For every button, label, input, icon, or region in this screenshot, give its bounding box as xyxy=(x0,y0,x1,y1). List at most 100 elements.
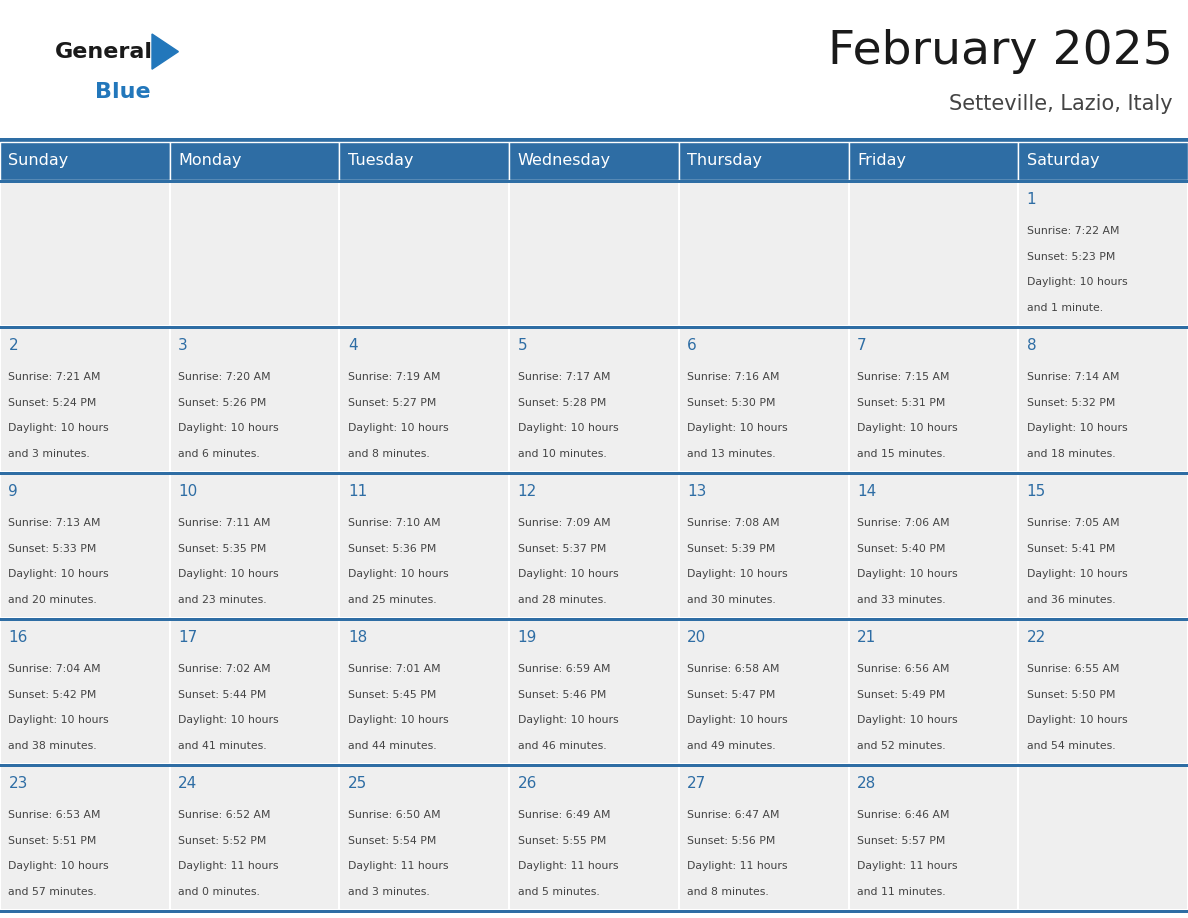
Bar xyxy=(0,180,1188,183)
Text: Daylight: 10 hours: Daylight: 10 hours xyxy=(8,715,109,725)
Text: Sunrise: 6:59 AM: Sunrise: 6:59 AM xyxy=(518,664,611,674)
Bar xyxy=(170,326,340,472)
Text: Daylight: 10 hours: Daylight: 10 hours xyxy=(8,569,109,579)
Bar xyxy=(510,618,678,764)
Bar xyxy=(510,180,678,326)
Text: Sunset: 5:51 PM: Sunset: 5:51 PM xyxy=(8,835,97,845)
Text: 14: 14 xyxy=(857,484,877,499)
Text: 5: 5 xyxy=(518,338,527,353)
Text: and 10 minutes.: and 10 minutes. xyxy=(518,449,606,459)
Text: Sunrise: 7:10 AM: Sunrise: 7:10 AM xyxy=(348,518,441,528)
Text: Sunrise: 7:09 AM: Sunrise: 7:09 AM xyxy=(518,518,611,528)
Text: Daylight: 10 hours: Daylight: 10 hours xyxy=(348,569,449,579)
Text: Sunset: 5:40 PM: Sunset: 5:40 PM xyxy=(857,543,946,554)
Bar xyxy=(848,618,1018,764)
Text: 2: 2 xyxy=(8,338,18,353)
Text: and 5 minutes.: and 5 minutes. xyxy=(518,887,600,897)
Text: Daylight: 10 hours: Daylight: 10 hours xyxy=(857,715,958,725)
Bar xyxy=(170,764,340,910)
Text: Daylight: 10 hours: Daylight: 10 hours xyxy=(1026,715,1127,725)
Text: Tuesday: Tuesday xyxy=(348,153,413,169)
Text: 22: 22 xyxy=(1026,630,1045,645)
Text: Daylight: 11 hours: Daylight: 11 hours xyxy=(518,861,618,871)
Text: 18: 18 xyxy=(348,630,367,645)
Text: 9: 9 xyxy=(8,484,18,499)
Text: Sunrise: 7:15 AM: Sunrise: 7:15 AM xyxy=(857,372,949,382)
Bar xyxy=(340,142,510,180)
Text: Sunrise: 7:13 AM: Sunrise: 7:13 AM xyxy=(8,518,101,528)
Text: Daylight: 10 hours: Daylight: 10 hours xyxy=(178,569,279,579)
Bar xyxy=(170,472,340,618)
Text: Sunrise: 7:01 AM: Sunrise: 7:01 AM xyxy=(348,664,441,674)
Text: Daylight: 11 hours: Daylight: 11 hours xyxy=(178,861,279,871)
Bar xyxy=(510,764,678,910)
Text: and 36 minutes.: and 36 minutes. xyxy=(1026,595,1116,605)
Text: Daylight: 10 hours: Daylight: 10 hours xyxy=(1026,423,1127,433)
Text: Daylight: 11 hours: Daylight: 11 hours xyxy=(857,861,958,871)
Text: Sunset: 5:39 PM: Sunset: 5:39 PM xyxy=(688,543,776,554)
Text: and 15 minutes.: and 15 minutes. xyxy=(857,449,946,459)
Bar xyxy=(0,618,1188,621)
Bar xyxy=(0,764,1188,767)
Text: and 18 minutes.: and 18 minutes. xyxy=(1026,449,1116,459)
Bar xyxy=(510,472,678,618)
Text: and 44 minutes.: and 44 minutes. xyxy=(348,741,436,751)
Text: Sunset: 5:54 PM: Sunset: 5:54 PM xyxy=(348,835,436,845)
Text: and 28 minutes.: and 28 minutes. xyxy=(518,595,606,605)
Bar xyxy=(0,326,170,472)
Text: and 13 minutes.: and 13 minutes. xyxy=(688,449,776,459)
Text: Sunrise: 7:20 AM: Sunrise: 7:20 AM xyxy=(178,372,271,382)
Bar xyxy=(340,472,510,618)
Text: Daylight: 10 hours: Daylight: 10 hours xyxy=(688,423,788,433)
Text: Sunset: 5:49 PM: Sunset: 5:49 PM xyxy=(857,689,946,700)
Bar xyxy=(0,326,1188,329)
Text: 25: 25 xyxy=(348,776,367,791)
Text: 24: 24 xyxy=(178,776,197,791)
Text: Daylight: 10 hours: Daylight: 10 hours xyxy=(688,715,788,725)
Bar xyxy=(340,180,510,326)
Text: Sunset: 5:33 PM: Sunset: 5:33 PM xyxy=(8,543,97,554)
Text: Sunrise: 7:22 AM: Sunrise: 7:22 AM xyxy=(1026,226,1119,236)
Text: 4: 4 xyxy=(348,338,358,353)
Text: Sunrise: 6:46 AM: Sunrise: 6:46 AM xyxy=(857,810,949,820)
Text: Daylight: 10 hours: Daylight: 10 hours xyxy=(518,423,618,433)
Text: 11: 11 xyxy=(348,484,367,499)
Text: Sunset: 5:36 PM: Sunset: 5:36 PM xyxy=(348,543,436,554)
Text: Daylight: 10 hours: Daylight: 10 hours xyxy=(178,715,279,725)
Text: 23: 23 xyxy=(8,776,27,791)
Text: Sunset: 5:35 PM: Sunset: 5:35 PM xyxy=(178,543,266,554)
Text: and 8 minutes.: and 8 minutes. xyxy=(688,887,769,897)
Text: and 25 minutes.: and 25 minutes. xyxy=(348,595,436,605)
Text: 13: 13 xyxy=(688,484,707,499)
Text: 8: 8 xyxy=(1026,338,1036,353)
Text: Sunset: 5:24 PM: Sunset: 5:24 PM xyxy=(8,397,97,408)
Text: Daylight: 10 hours: Daylight: 10 hours xyxy=(857,423,958,433)
Text: and 8 minutes.: and 8 minutes. xyxy=(348,449,430,459)
Text: Monday: Monday xyxy=(178,153,241,169)
Text: Setteville, Lazio, Italy: Setteville, Lazio, Italy xyxy=(949,95,1173,115)
Text: 15: 15 xyxy=(1026,484,1045,499)
Text: and 11 minutes.: and 11 minutes. xyxy=(857,887,946,897)
Text: Sunset: 5:45 PM: Sunset: 5:45 PM xyxy=(348,689,436,700)
Bar xyxy=(1018,326,1188,472)
Text: and 23 minutes.: and 23 minutes. xyxy=(178,595,267,605)
Text: Daylight: 10 hours: Daylight: 10 hours xyxy=(857,569,958,579)
Text: General: General xyxy=(55,41,153,62)
Bar xyxy=(510,142,678,180)
Bar xyxy=(1018,180,1188,326)
Text: 3: 3 xyxy=(178,338,188,353)
Text: and 57 minutes.: and 57 minutes. xyxy=(8,887,97,897)
Text: Daylight: 10 hours: Daylight: 10 hours xyxy=(8,423,109,433)
Text: Sunrise: 6:47 AM: Sunrise: 6:47 AM xyxy=(688,810,779,820)
Text: Daylight: 10 hours: Daylight: 10 hours xyxy=(518,715,618,725)
Bar xyxy=(510,326,678,472)
Bar xyxy=(0,138,1188,142)
Text: and 3 minutes.: and 3 minutes. xyxy=(8,449,90,459)
Bar xyxy=(848,142,1018,180)
Text: and 6 minutes.: and 6 minutes. xyxy=(178,449,260,459)
Text: Daylight: 10 hours: Daylight: 10 hours xyxy=(1026,569,1127,579)
Text: Daylight: 10 hours: Daylight: 10 hours xyxy=(348,715,449,725)
Text: Sunrise: 7:02 AM: Sunrise: 7:02 AM xyxy=(178,664,271,674)
Text: Daylight: 10 hours: Daylight: 10 hours xyxy=(688,569,788,579)
Text: Sunset: 5:47 PM: Sunset: 5:47 PM xyxy=(688,689,776,700)
